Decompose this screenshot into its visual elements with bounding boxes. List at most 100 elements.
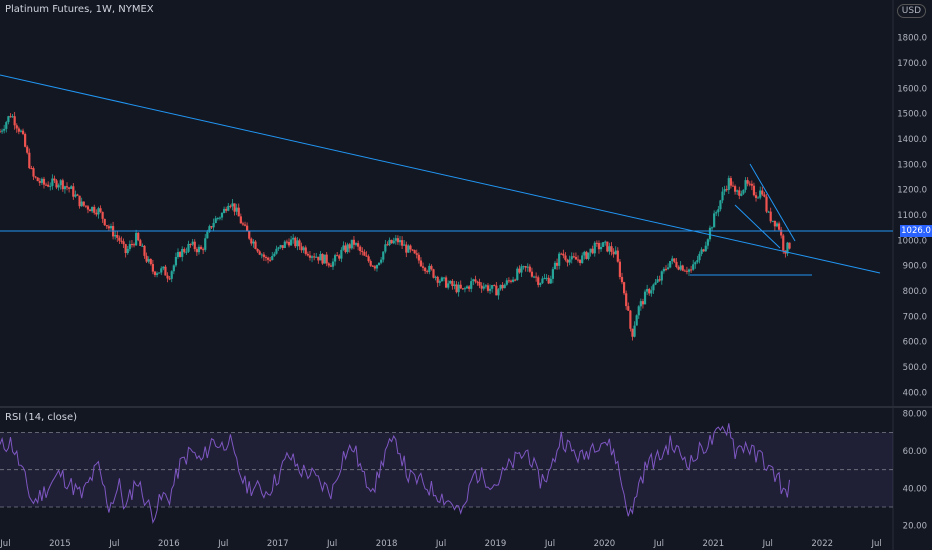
- candle-body: [390, 239, 393, 244]
- candle-body: [643, 291, 647, 305]
- candle-body: [612, 251, 615, 255]
- candle-body: [606, 241, 609, 252]
- candle-body: [204, 238, 207, 250]
- candle-body: [32, 168, 35, 177]
- candle-body: [373, 266, 376, 269]
- candle-body: [698, 253, 701, 261]
- candle-body: [174, 256, 178, 266]
- candle-body: [375, 264, 379, 269]
- candle-body: [602, 242, 605, 247]
- candle-body: [465, 286, 469, 289]
- candle-body: [283, 241, 286, 249]
- candle-body: [84, 205, 87, 207]
- candle-body: [440, 277, 443, 282]
- candle-body: [599, 246, 603, 250]
- candle-body: [357, 243, 360, 247]
- y-tick-label: 1000.0: [897, 236, 927, 246]
- candle-body: [736, 190, 739, 192]
- candle-body: [116, 235, 119, 238]
- candle-body: [507, 280, 511, 282]
- candle-body: [38, 181, 41, 183]
- candle-body: [185, 251, 188, 253]
- candle-body: [514, 279, 517, 281]
- candle-body: [438, 281, 441, 283]
- candle-body: [461, 288, 464, 290]
- candle-body: [426, 271, 429, 273]
- candle-body: [277, 247, 280, 249]
- candle-body: [145, 255, 148, 262]
- candle-body: [757, 197, 760, 199]
- candle-body: [411, 249, 414, 251]
- candle-body: [733, 186, 737, 192]
- candle-body: [321, 253, 324, 264]
- candle-body: [721, 191, 724, 201]
- candle-body: [780, 229, 783, 236]
- candle-body: [729, 178, 733, 186]
- candle-body: [128, 244, 131, 249]
- candle-body: [363, 252, 366, 256]
- candle-body: [595, 242, 598, 244]
- y-tick-label: 1300.0: [897, 160, 927, 170]
- candle-body: [545, 277, 548, 279]
- candle-body: [675, 261, 678, 267]
- candle-body: [788, 242, 791, 249]
- candle-body: [493, 285, 496, 287]
- candle-body: [279, 245, 282, 248]
- candle-body: [589, 248, 592, 253]
- candle-body: [348, 244, 351, 249]
- candle-body: [486, 285, 490, 291]
- x-tick-label: Jul: [544, 539, 555, 549]
- candle-body: [407, 245, 410, 253]
- candle-body: [237, 207, 240, 217]
- candle-body: [93, 206, 96, 213]
- candle-body: [344, 245, 347, 253]
- candle-body: [126, 248, 129, 254]
- candle-body: [382, 251, 385, 260]
- candle-body: [153, 271, 157, 275]
- candle-body: [700, 249, 703, 254]
- candle-body: [717, 209, 720, 213]
- candle-body: [574, 257, 578, 260]
- candle-body: [327, 263, 330, 266]
- candle-body: [243, 224, 247, 226]
- candle-body: [222, 208, 226, 213]
- candle-body: [49, 185, 52, 187]
- candle-body: [7, 116, 10, 123]
- candle-body: [759, 190, 762, 198]
- candle-body: [0, 131, 2, 133]
- candle-body: [478, 281, 481, 286]
- candle-body: [44, 184, 48, 186]
- candle-body: [704, 245, 707, 252]
- candle-body: [430, 265, 433, 270]
- candle-body: [447, 283, 450, 288]
- candle-body: [114, 235, 117, 237]
- candle-body: [271, 255, 274, 260]
- candle-body: [681, 265, 684, 271]
- candle-body: [254, 241, 257, 250]
- currency-badge[interactable]: USD: [896, 4, 926, 18]
- candle-body: [413, 250, 416, 254]
- candle-body: [455, 284, 458, 293]
- candle-body: [752, 185, 756, 196]
- candle-body: [484, 285, 487, 287]
- candle-body: [30, 168, 33, 170]
- chart-title: Platinum Futures, 1W, NYMEX: [5, 4, 154, 15]
- candle-body: [581, 255, 584, 263]
- candle-body: [285, 241, 289, 243]
- candle-body: [269, 259, 272, 261]
- candle-body: [340, 249, 343, 259]
- candle-body: [55, 180, 58, 188]
- candle-body: [708, 227, 712, 240]
- candle-body: [47, 184, 50, 187]
- candle-body: [246, 225, 249, 232]
- candle-body: [692, 264, 695, 270]
- candle-body: [436, 276, 439, 283]
- candle-body: [610, 246, 613, 252]
- candle-body: [76, 194, 79, 196]
- candle-body: [457, 284, 460, 293]
- candle-body: [101, 211, 104, 219]
- candle-body: [398, 240, 402, 243]
- candle-body: [74, 194, 77, 197]
- candle-body: [637, 306, 640, 316]
- candle-body: [304, 247, 307, 254]
